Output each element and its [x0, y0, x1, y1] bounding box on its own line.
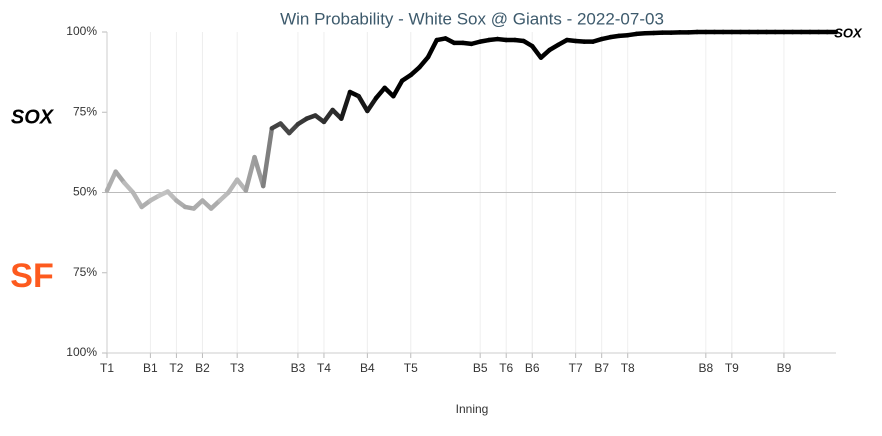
x-tick-label: B6	[525, 361, 540, 375]
win-prob-line	[107, 172, 116, 191]
y-tick-label: 100%	[66, 24, 97, 38]
top-team-logo: SOX	[11, 106, 55, 128]
x-tick-label: B7	[594, 361, 609, 375]
x-tick-label: B4	[360, 361, 375, 375]
x-tick-label: B3	[291, 361, 306, 375]
x-tick-label: T7	[569, 361, 583, 375]
win-prob-line	[246, 157, 255, 190]
leader-logo: SOX	[834, 25, 863, 40]
win-prob-line	[367, 98, 376, 111]
x-tick-label: T5	[404, 361, 418, 375]
x-tick-label: T9	[725, 361, 739, 375]
y-tick-label: 100%	[66, 345, 97, 359]
x-tick-label: T4	[317, 361, 331, 375]
win-prob-line	[263, 128, 272, 186]
bottom-team-logo: SF	[10, 257, 53, 295]
win-prob-line	[359, 96, 368, 111]
x-tick-label: T3	[230, 361, 244, 375]
win-prob-line	[341, 92, 350, 119]
x-tick-label: T2	[169, 361, 183, 375]
win-prob-line	[428, 40, 437, 57]
chart-title: Win Probability - White Sox @ Giants - 2…	[280, 9, 664, 28]
y-tick-label: 75%	[73, 104, 97, 118]
x-tick-label: T1	[100, 361, 114, 375]
x-tick-label: B5	[473, 361, 488, 375]
x-tick-label: B8	[698, 361, 713, 375]
y-tick-label: 50%	[73, 185, 97, 199]
x-tick-label: T8	[621, 361, 635, 375]
win-prob-line	[133, 193, 142, 207]
x-tick-label: B1	[143, 361, 158, 375]
x-tick-label: T6	[499, 361, 513, 375]
x-axis-label: Inning	[456, 402, 489, 416]
x-tick-label: B9	[777, 361, 792, 375]
y-tick-label: 75%	[73, 265, 97, 279]
win-prob-line	[393, 81, 402, 96]
x-tick-label: B2	[195, 361, 210, 375]
